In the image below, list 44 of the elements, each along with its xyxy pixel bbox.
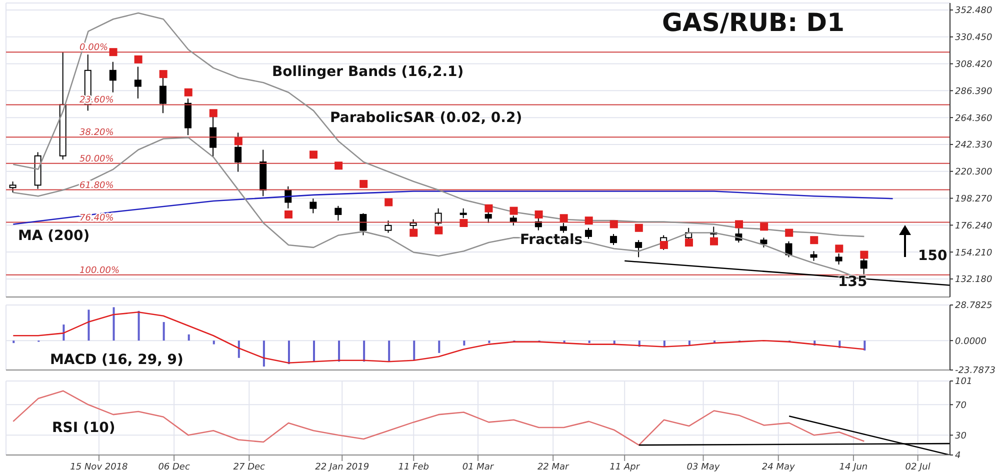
y-tick-label: 4	[955, 451, 961, 462]
annotation: 150	[918, 248, 948, 264]
x-tick-label: 11 Apr	[610, 462, 641, 472]
annotation: RSI (10)	[52, 420, 116, 436]
annotation: 135	[838, 274, 868, 290]
y-tick-label: 242.330	[955, 140, 992, 151]
annotation: 76.40%	[80, 213, 114, 224]
x-tick-label: 02 Jul	[905, 462, 931, 472]
annotation: Bollinger Bands (16,2.1)	[272, 64, 464, 80]
x-tick-label: 03 May	[686, 462, 720, 472]
annotation: 100.00%	[80, 266, 120, 276]
y-tick-label: -23.7873	[955, 366, 996, 376]
y-tick-label: 198.270	[955, 194, 992, 204]
y-tick-label: 0.0000	[955, 336, 987, 347]
y-tick-label: 352.480	[955, 6, 992, 16]
annotation: 50.00%	[80, 154, 114, 164]
x-tick-label: 27 Dec	[233, 462, 266, 472]
y-tick-label: 154.210	[955, 248, 992, 258]
chart-title: GAS/RUB: D1	[662, 8, 844, 37]
annotation: Fractals	[520, 232, 583, 248]
x-tick-label: 15 Nov 2018	[70, 462, 128, 472]
y-tick-label: 176.240	[955, 221, 992, 232]
annotation: 61.80%	[80, 180, 114, 191]
annotation: MACD (16, 29, 9)	[50, 352, 184, 368]
y-tick-label: 30	[955, 431, 967, 442]
x-tick-label: 06 Dec	[158, 462, 190, 472]
x-tick-label: 24 May	[762, 462, 796, 472]
x-tick-label: 11 Feb	[398, 462, 430, 472]
y-tick-label: 28.7825	[955, 301, 992, 312]
x-tick-label: 22 Jan 2019	[315, 462, 370, 472]
y-tick-label: 286.390	[955, 86, 992, 97]
annotation: MA (200)	[18, 228, 90, 244]
y-tick-label: 70	[955, 400, 967, 411]
x-tick-label: 01 Mar	[462, 462, 495, 472]
y-tick-label: 132.180	[955, 275, 992, 286]
y-tick-label: 308.420	[955, 60, 992, 70]
annotation: 38.20%	[80, 128, 114, 138]
y-tick-label: 220.300	[955, 168, 992, 178]
y-tick-label: 101	[955, 377, 972, 388]
y-tick-label: 264.360	[955, 114, 992, 124]
annotation: ParabolicSAR (0.02, 0.2)	[330, 110, 522, 126]
x-tick-label: 22 Mar	[537, 462, 570, 472]
y-tick-label: 330.450	[955, 33, 992, 44]
x-tick-label: 14 Jun	[839, 462, 868, 472]
